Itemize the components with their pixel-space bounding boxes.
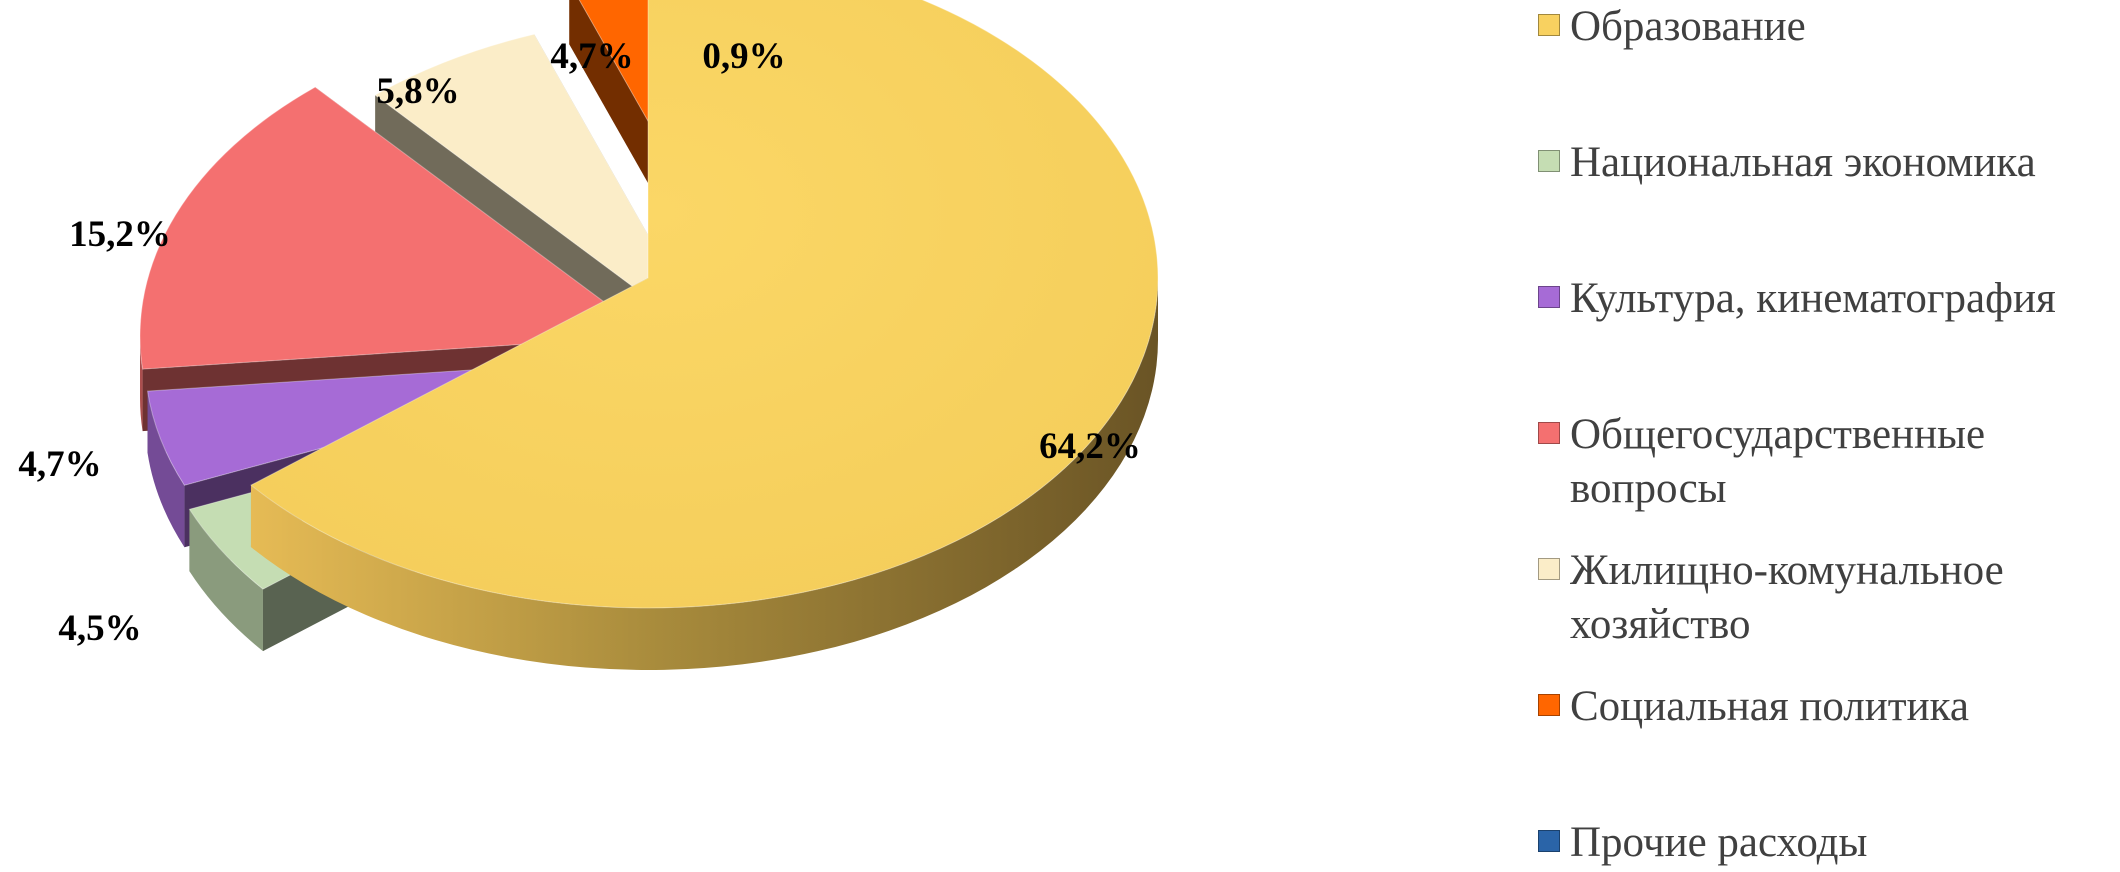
data-label: 4,7%: [550, 36, 633, 77]
legend-swatch: [1538, 14, 1560, 36]
data-label: 5,8%: [376, 71, 459, 112]
legend-swatch: [1538, 830, 1560, 852]
pie-slice-top: [250, 0, 1159, 609]
pie-slice-side: [189, 509, 263, 652]
legend-label: Общегосударственные вопросы: [1570, 411, 1986, 512]
legend-item: Культура, кинематография: [1538, 272, 2115, 326]
data-label: 4,7%: [18, 444, 101, 485]
data-label: 64,2%: [1039, 426, 1141, 467]
legend-label: Образование: [1570, 3, 1806, 50]
pie-slice-side: [250, 278, 1158, 670]
legend-swatch: [1538, 422, 1560, 444]
data-label: 4,5%: [58, 608, 141, 649]
legend-swatch: [1538, 558, 1560, 580]
pie-slice-side: [147, 391, 185, 548]
legend-item: Национальная экономика: [1538, 136, 2115, 190]
legend: Образование Национальная экономика Культур…: [1538, 0, 2118, 872]
legend-item: Социальная политика: [1538, 680, 2115, 734]
legend-item: Жилищно-комунальное хозяйство: [1538, 544, 2115, 652]
legend-swatch: [1538, 150, 1560, 172]
legend-item: Общегосударственные вопросы: [1538, 408, 2115, 516]
pie-chart: 0,9% 4,7% 5,8% 15,2% 4,7% 4,5% 64,2%: [18, 0, 1159, 670]
legend-item: Прочие расходы: [1538, 816, 2115, 870]
data-label: 0,9%: [702, 36, 785, 77]
legend-item: Образование: [1538, 0, 2115, 54]
pie-slice-top: [139, 86, 652, 370]
pie-slice-top: [374, 33, 711, 345]
data-label: 15,2%: [69, 214, 171, 255]
legend-label: Жилищно-комунальное хозяйство: [1570, 547, 2004, 648]
legend-swatch: [1538, 694, 1560, 716]
legend-label: Социальная политика: [1570, 683, 1969, 730]
legend-label: Культура, кинематография: [1570, 275, 2056, 322]
pie-slice-side: [140, 336, 143, 432]
legend-swatch: [1538, 286, 1560, 308]
pie-slice: [250, 0, 1159, 670]
legend-label: Прочие расходы: [1570, 819, 1868, 866]
legend-label: Национальная экономика: [1570, 139, 2036, 186]
